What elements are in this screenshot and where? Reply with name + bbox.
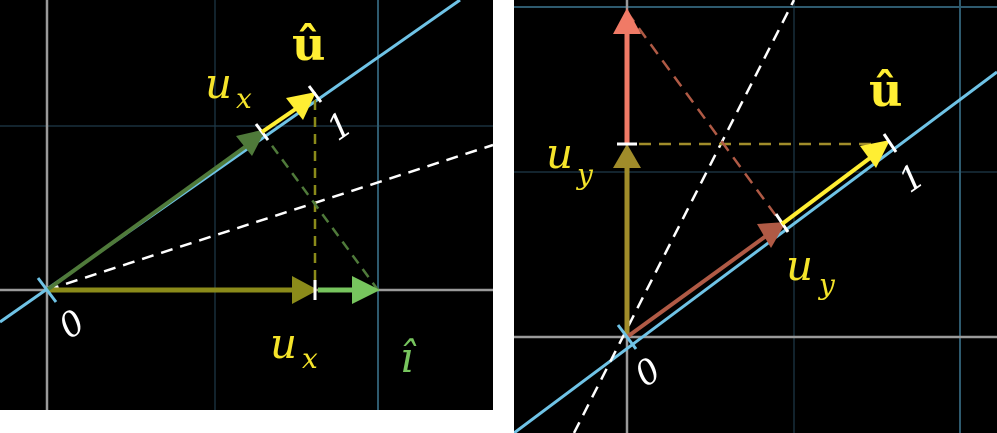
right-origin-tick [616, 324, 638, 350]
left-ux-arrowhead [292, 276, 318, 304]
left-projected-arrowhead [236, 129, 266, 156]
left-projection-panel: û u x u x î 1 0 [0, 0, 493, 410]
right-uhat-vector [780, 156, 872, 226]
right-tick-one-label: 1 [892, 156, 933, 201]
right-u-direction-line [514, 70, 997, 433]
left-reflection-dashed-line [46, 143, 493, 292]
left-origin-tick [36, 277, 58, 303]
left-uhat-arrowhead [286, 92, 316, 120]
left-tick-one-label: 1 [320, 104, 361, 149]
right-unit-tick [882, 133, 898, 153]
right-projected-vector [625, 234, 768, 339]
right-reflection-dashed-line [572, 0, 796, 433]
right-diagonal-dashed-projection [625, 11, 784, 225]
right-uy-left-label: u [546, 129, 573, 178]
right-uy-arrowhead [613, 144, 641, 168]
left-ihat-label: î [400, 333, 417, 382]
right-jhat-arrowhead [613, 8, 641, 34]
left-ux-bottom-sub: x [302, 342, 318, 375]
right-projected-arrowhead [757, 222, 786, 248]
left-projected-vector [45, 145, 247, 292]
right-uhat-arrowhead [860, 140, 890, 168]
left-tick-zero-label: 0 [52, 302, 93, 347]
left-ux-top-label: u [205, 59, 232, 108]
left-uhat-vector [260, 104, 302, 134]
right-grid [514, 0, 997, 433]
left-grid [0, 0, 493, 410]
left-ihat-arrowhead [352, 276, 380, 304]
right-projection-panel: û u y u y 1 0 [514, 0, 997, 433]
left-ux-bottom-label: u [270, 319, 297, 368]
right-uy-right-sub: y [817, 268, 836, 301]
right-uy-right-label: u [786, 241, 813, 290]
right-uy-left-sub: y [575, 158, 594, 191]
left-uhat-label: û [292, 17, 325, 71]
right-uhat-label: û [869, 63, 902, 117]
left-diagonal-dashed-projection [260, 131, 380, 291]
left-unit-tick [307, 85, 323, 103]
right-tick-zero-label: 0 [628, 350, 669, 395]
left-diagram: û u x u x î 1 0 [0, 0, 493, 410]
right-diagram: û u y u y 1 0 [514, 0, 997, 433]
left-ux-top-sub: x [236, 82, 252, 115]
